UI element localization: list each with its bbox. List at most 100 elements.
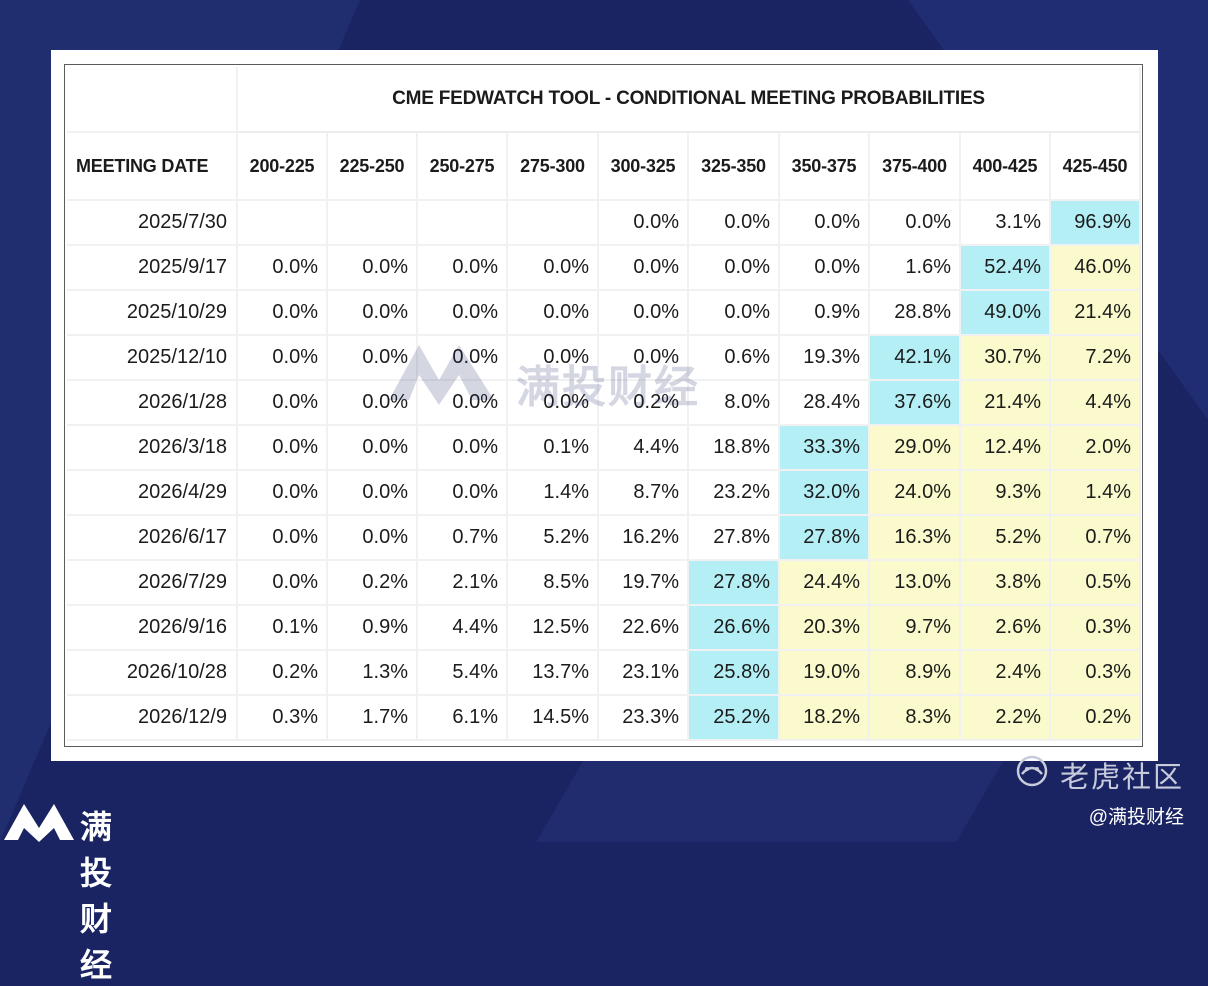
probability-cell: 42.1% xyxy=(870,336,961,381)
meeting-date-cell: 2026/10/28 xyxy=(67,651,238,696)
meeting-date-cell: 2026/6/17 xyxy=(67,516,238,561)
probability-cell: 28.8% xyxy=(870,291,961,336)
corner-cell xyxy=(67,67,238,133)
probability-cell: 16.2% xyxy=(599,516,689,561)
probability-cell: 0.0% xyxy=(238,291,328,336)
meeting-date-cell: 2025/7/30 xyxy=(67,201,238,246)
probability-cell: 23.3% xyxy=(599,696,689,741)
probability-cell: 0.5% xyxy=(1051,561,1141,606)
probability-cell: 25.2% xyxy=(689,696,780,741)
table-row: 2025/9/17 0.0% 0.0% 0.0% 0.0% 0.0% 0.0% 0.0% 1.6… xyxy=(67,246,1141,291)
probability-cell: 0.7% xyxy=(1051,516,1141,561)
probability-cell: 0.0% xyxy=(238,336,328,381)
meeting-date-cell: 2026/12/9 xyxy=(67,696,238,741)
probability-cell: 0.3% xyxy=(1051,651,1141,696)
column-header-rate-range: 250-275 xyxy=(418,133,508,201)
probability-cell: 0.2% xyxy=(328,561,418,606)
table-row: 2026/4/29 0.0% 0.0% 0.0% 1.4% 8.7% 23.2% 32.0% 2… xyxy=(67,471,1141,516)
probability-cell: 14.5% xyxy=(508,696,599,741)
probability-cell: 9.3% xyxy=(961,471,1051,516)
meeting-date-cell: 2025/9/17 xyxy=(67,246,238,291)
meeting-date-cell: 2026/4/29 xyxy=(67,471,238,516)
probability-cell: 1.4% xyxy=(1051,471,1141,516)
probability-cell: 0.1% xyxy=(508,426,599,471)
probability-cell: 0.0% xyxy=(599,201,689,246)
probability-cell: 0.3% xyxy=(1051,606,1141,651)
probability-cell: 8.3% xyxy=(870,696,961,741)
table-row: 2026/7/29 0.0% 0.2% 2.1% 8.5% 19.7% 27.8% 24.4%… xyxy=(67,561,1141,606)
probability-cell: 0.0% xyxy=(418,336,508,381)
probability-cell: 0.7% xyxy=(418,516,508,561)
probability-cell xyxy=(418,201,508,246)
table-row: 2026/6/17 0.0% 0.0% 0.7% 5.2% 16.2% 27.8% 27.8%… xyxy=(67,516,1141,561)
probability-cell: 0.0% xyxy=(780,201,870,246)
probability-cell: 96.9% xyxy=(1051,201,1141,246)
table-row: 2026/1/28 0.0% 0.0% 0.0% 0.0% 0.2% 8.0% 28.4% 37… xyxy=(67,381,1141,426)
probability-cell xyxy=(508,201,599,246)
m-logo-icon xyxy=(4,804,74,842)
probability-cell: 2.0% xyxy=(1051,426,1141,471)
probability-cell xyxy=(238,201,328,246)
probability-cell xyxy=(328,201,418,246)
probability-cell: 8.0% xyxy=(689,381,780,426)
probability-cell: 0.2% xyxy=(238,651,328,696)
column-header-meeting-date: MEETING DATE xyxy=(67,133,238,201)
probability-cell: 3.1% xyxy=(961,201,1051,246)
tiger-community-badge: 老虎社区 xyxy=(1012,754,1192,794)
probability-cell: 0.1% xyxy=(238,606,328,651)
column-header-rate-range: 375-400 xyxy=(870,133,961,201)
column-header-rate-range: 350-375 xyxy=(780,133,870,201)
table-row: 2026/10/28 0.2% 1.3% 5.4% 13.7% 23.1% 25.8% 19.… xyxy=(67,651,1141,696)
probability-cell: 0.0% xyxy=(238,381,328,426)
probability-cell: 21.4% xyxy=(961,381,1051,426)
probability-cell: 0.2% xyxy=(1051,696,1141,741)
probability-cell: 0.9% xyxy=(780,291,870,336)
probability-cell: 1.4% xyxy=(508,471,599,516)
probability-cell: 13.0% xyxy=(870,561,961,606)
probability-cell: 12.4% xyxy=(961,426,1051,471)
probability-cell: 23.2% xyxy=(689,471,780,516)
column-header-rate-range: 400-425 xyxy=(961,133,1051,201)
meeting-date-cell: 2026/1/28 xyxy=(67,381,238,426)
probability-cell: 0.0% xyxy=(870,201,961,246)
probability-cell: 33.3% xyxy=(780,426,870,471)
probability-cell: 5.4% xyxy=(418,651,508,696)
probability-cell: 0.0% xyxy=(418,291,508,336)
probability-cell: 5.2% xyxy=(961,516,1051,561)
probability-cell: 2.6% xyxy=(961,606,1051,651)
column-header-rate-range: 425-450 xyxy=(1051,133,1141,201)
probability-cell: 8.9% xyxy=(870,651,961,696)
probability-cell: 0.0% xyxy=(418,471,508,516)
probability-cell: 30.7% xyxy=(961,336,1051,381)
table-row: 2026/3/18 0.0% 0.0% 0.0% 0.1% 4.4% 18.8% 33.3% 2… xyxy=(67,426,1141,471)
probability-cell: 1.6% xyxy=(870,246,961,291)
probability-cell: 27.8% xyxy=(689,561,780,606)
tiger-community-text: 老虎社区 xyxy=(1060,762,1185,794)
probability-cell: 16.3% xyxy=(870,516,961,561)
probability-cell: 4.4% xyxy=(1051,381,1141,426)
column-header-rate-range: 325-350 xyxy=(689,133,780,201)
table-title: CME FEDWATCH TOOL - CONDITIONAL MEETING … xyxy=(238,67,1141,133)
probability-cell: 8.5% xyxy=(508,561,599,606)
author-handle: @满投财经 xyxy=(1088,807,1184,828)
probability-cell: 4.4% xyxy=(418,606,508,651)
brand-logo-text: 满投财经 xyxy=(80,809,114,983)
tiger-logo-icon xyxy=(1016,755,1048,787)
probability-cell: 0.0% xyxy=(689,291,780,336)
probability-cell: 25.8% xyxy=(689,651,780,696)
table-row: 2025/10/29 0.0% 0.0% 0.0% 0.0% 0.0% 0.0% 0.9% 28… xyxy=(67,291,1141,336)
probability-cell: 8.7% xyxy=(599,471,689,516)
probability-cell: 28.4% xyxy=(780,381,870,426)
probability-cell: 0.0% xyxy=(238,471,328,516)
table-row: 2026/12/9 0.3% 1.7% 6.1% 14.5% 23.3% 25.2% 18.2… xyxy=(67,696,1141,741)
probability-cell: 27.8% xyxy=(689,516,780,561)
probability-cell: 12.5% xyxy=(508,606,599,651)
probability-cell: 7.2% xyxy=(1051,336,1141,381)
probability-cell: 0.6% xyxy=(689,336,780,381)
probability-cell: 0.0% xyxy=(508,381,599,426)
table-row: 2025/12/10 0.0% 0.0% 0.0% 0.0% 0.0% 0.6% 19.3% 4… xyxy=(67,336,1141,381)
probability-cell: 2.2% xyxy=(961,696,1051,741)
probability-cell: 19.7% xyxy=(599,561,689,606)
probability-cell: 0.9% xyxy=(328,606,418,651)
probability-cell: 3.8% xyxy=(961,561,1051,606)
